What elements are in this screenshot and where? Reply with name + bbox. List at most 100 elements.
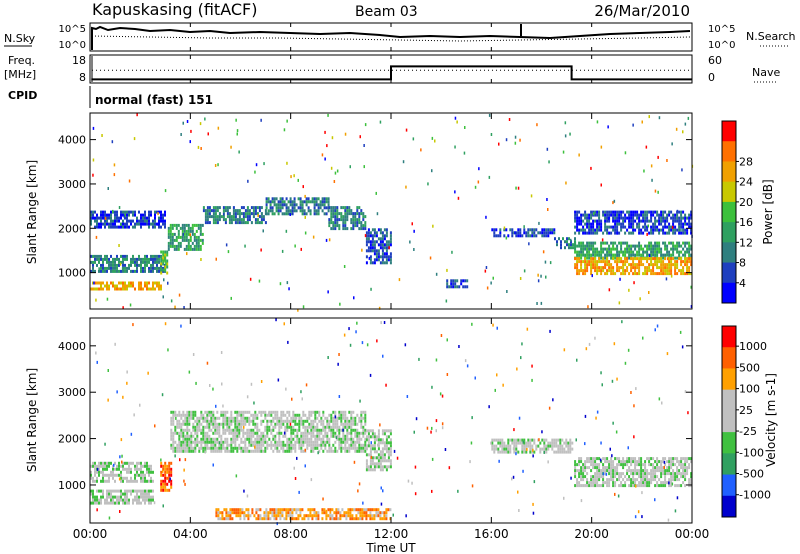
data-cell-889 [280,425,283,429]
data-cell-537 [210,446,213,450]
data-cell-1737 [612,475,615,479]
data-cell-1885 [654,460,657,464]
data-cell-2109 [277,511,280,515]
data-cell-1363 [672,241,675,245]
data-cell-529 [210,413,213,417]
data-cell-235 [122,254,124,258]
data-cell-2226 [478,167,480,171]
data-cell-724 [246,434,249,438]
data-cell-1023 [389,240,392,244]
data-cell-548 [212,443,215,447]
data-cell-2209 [349,511,352,515]
data-cell-444 [169,244,172,248]
data-cell-608 [224,431,227,435]
data-cell-1821 [628,216,631,220]
data-cell-163 [164,219,166,223]
data-cell-1501 [521,444,524,448]
data-cell-1231 [348,446,351,450]
data-cell-1092 [322,410,325,414]
data-cell-1069 [316,434,319,438]
data-cell-1624 [582,469,585,473]
data-cell-1757 [606,216,609,220]
data-cell-426 [166,259,169,263]
data-cell-1992 [686,216,689,220]
data-cell-1288 [638,241,641,245]
data-cell-479 [200,431,203,435]
data-cell-1548 [642,257,645,261]
data-cell-352 [108,287,110,291]
data-cell-1007 [304,440,307,444]
data-cell-591 [222,218,225,222]
data-cell-708 [242,449,245,453]
data-cell-1792 [616,228,619,232]
data-cell-2006 [688,457,691,461]
data-cell-463 [177,223,180,227]
data-cell-1964 [676,219,679,223]
data-cell-1955 [672,472,675,476]
freq-tick-top: 18 [72,54,86,67]
data-cell-2102 [378,306,381,310]
data-cell-440 [192,428,195,432]
data-cell-745 [293,203,296,207]
data-cell-30 [102,467,104,471]
data-cell-81 [124,476,126,480]
data-cell-596 [226,206,229,210]
data-cell-1980 [682,210,685,214]
data-cell-2160 [313,508,316,512]
data-cell-925 [365,243,368,247]
data-cell-1688 [598,484,601,488]
data-cell-447 [171,232,174,236]
data-cell-484 [202,413,205,417]
data-cell-923 [365,237,368,241]
data-cell-875 [346,227,349,231]
data-cell-1020 [308,413,311,417]
data-cell-1582 [565,450,568,454]
data-cell-1836 [640,472,643,476]
data-cell-637 [244,212,247,216]
data-cell-2086 [517,186,520,190]
data-cell-789 [260,410,263,414]
data-cell-1460 [499,450,502,454]
data-cell-1403 [690,253,693,257]
data-cell-1864 [642,216,645,220]
data-cell-1998 [684,475,687,479]
data-cell-296 [150,257,152,261]
data-cell-1932 [664,231,667,235]
data-cell-2216 [302,305,305,309]
data-cell-1013 [385,258,388,262]
data-cell-773 [309,200,312,204]
data-cell-231 [136,489,138,493]
data-cell-1275 [358,419,361,423]
nsky-label: N.Sky [4,32,36,45]
data-cell-603 [228,218,231,222]
data-cell-765 [305,197,308,201]
data-cell-2228 [361,511,364,515]
data-cell-1725 [610,460,613,464]
data-cell-2232 [363,511,366,515]
data-cell-2201 [343,514,346,518]
data-cell-1733 [596,231,599,235]
data-cell-1117 [553,231,556,235]
data-cell-1077 [519,228,522,232]
data-cell-732 [287,212,290,216]
data-cell-1930 [664,222,667,226]
data-cell-266 [136,263,138,267]
data-cell-1821 [636,478,639,482]
data-cell-681 [238,425,241,429]
data-cell-1528 [632,266,635,270]
data-cell-1958 [674,457,677,461]
data-cell-157 [162,213,164,217]
data-cell-1268 [356,431,359,435]
data-cell-1937 [668,469,671,473]
data-cell-1925 [662,228,665,232]
data-cell-1005 [385,231,388,235]
data-cell-134 [150,213,152,217]
data-cell-360 [118,281,120,285]
data-cell-963 [375,231,378,235]
data-cell-965 [375,240,378,244]
data-cell-375 [130,284,132,288]
data-cell-1599 [664,263,667,267]
data-cell-246 [142,495,144,499]
data-cell-1878 [646,219,649,223]
data-cell-514 [193,223,196,227]
